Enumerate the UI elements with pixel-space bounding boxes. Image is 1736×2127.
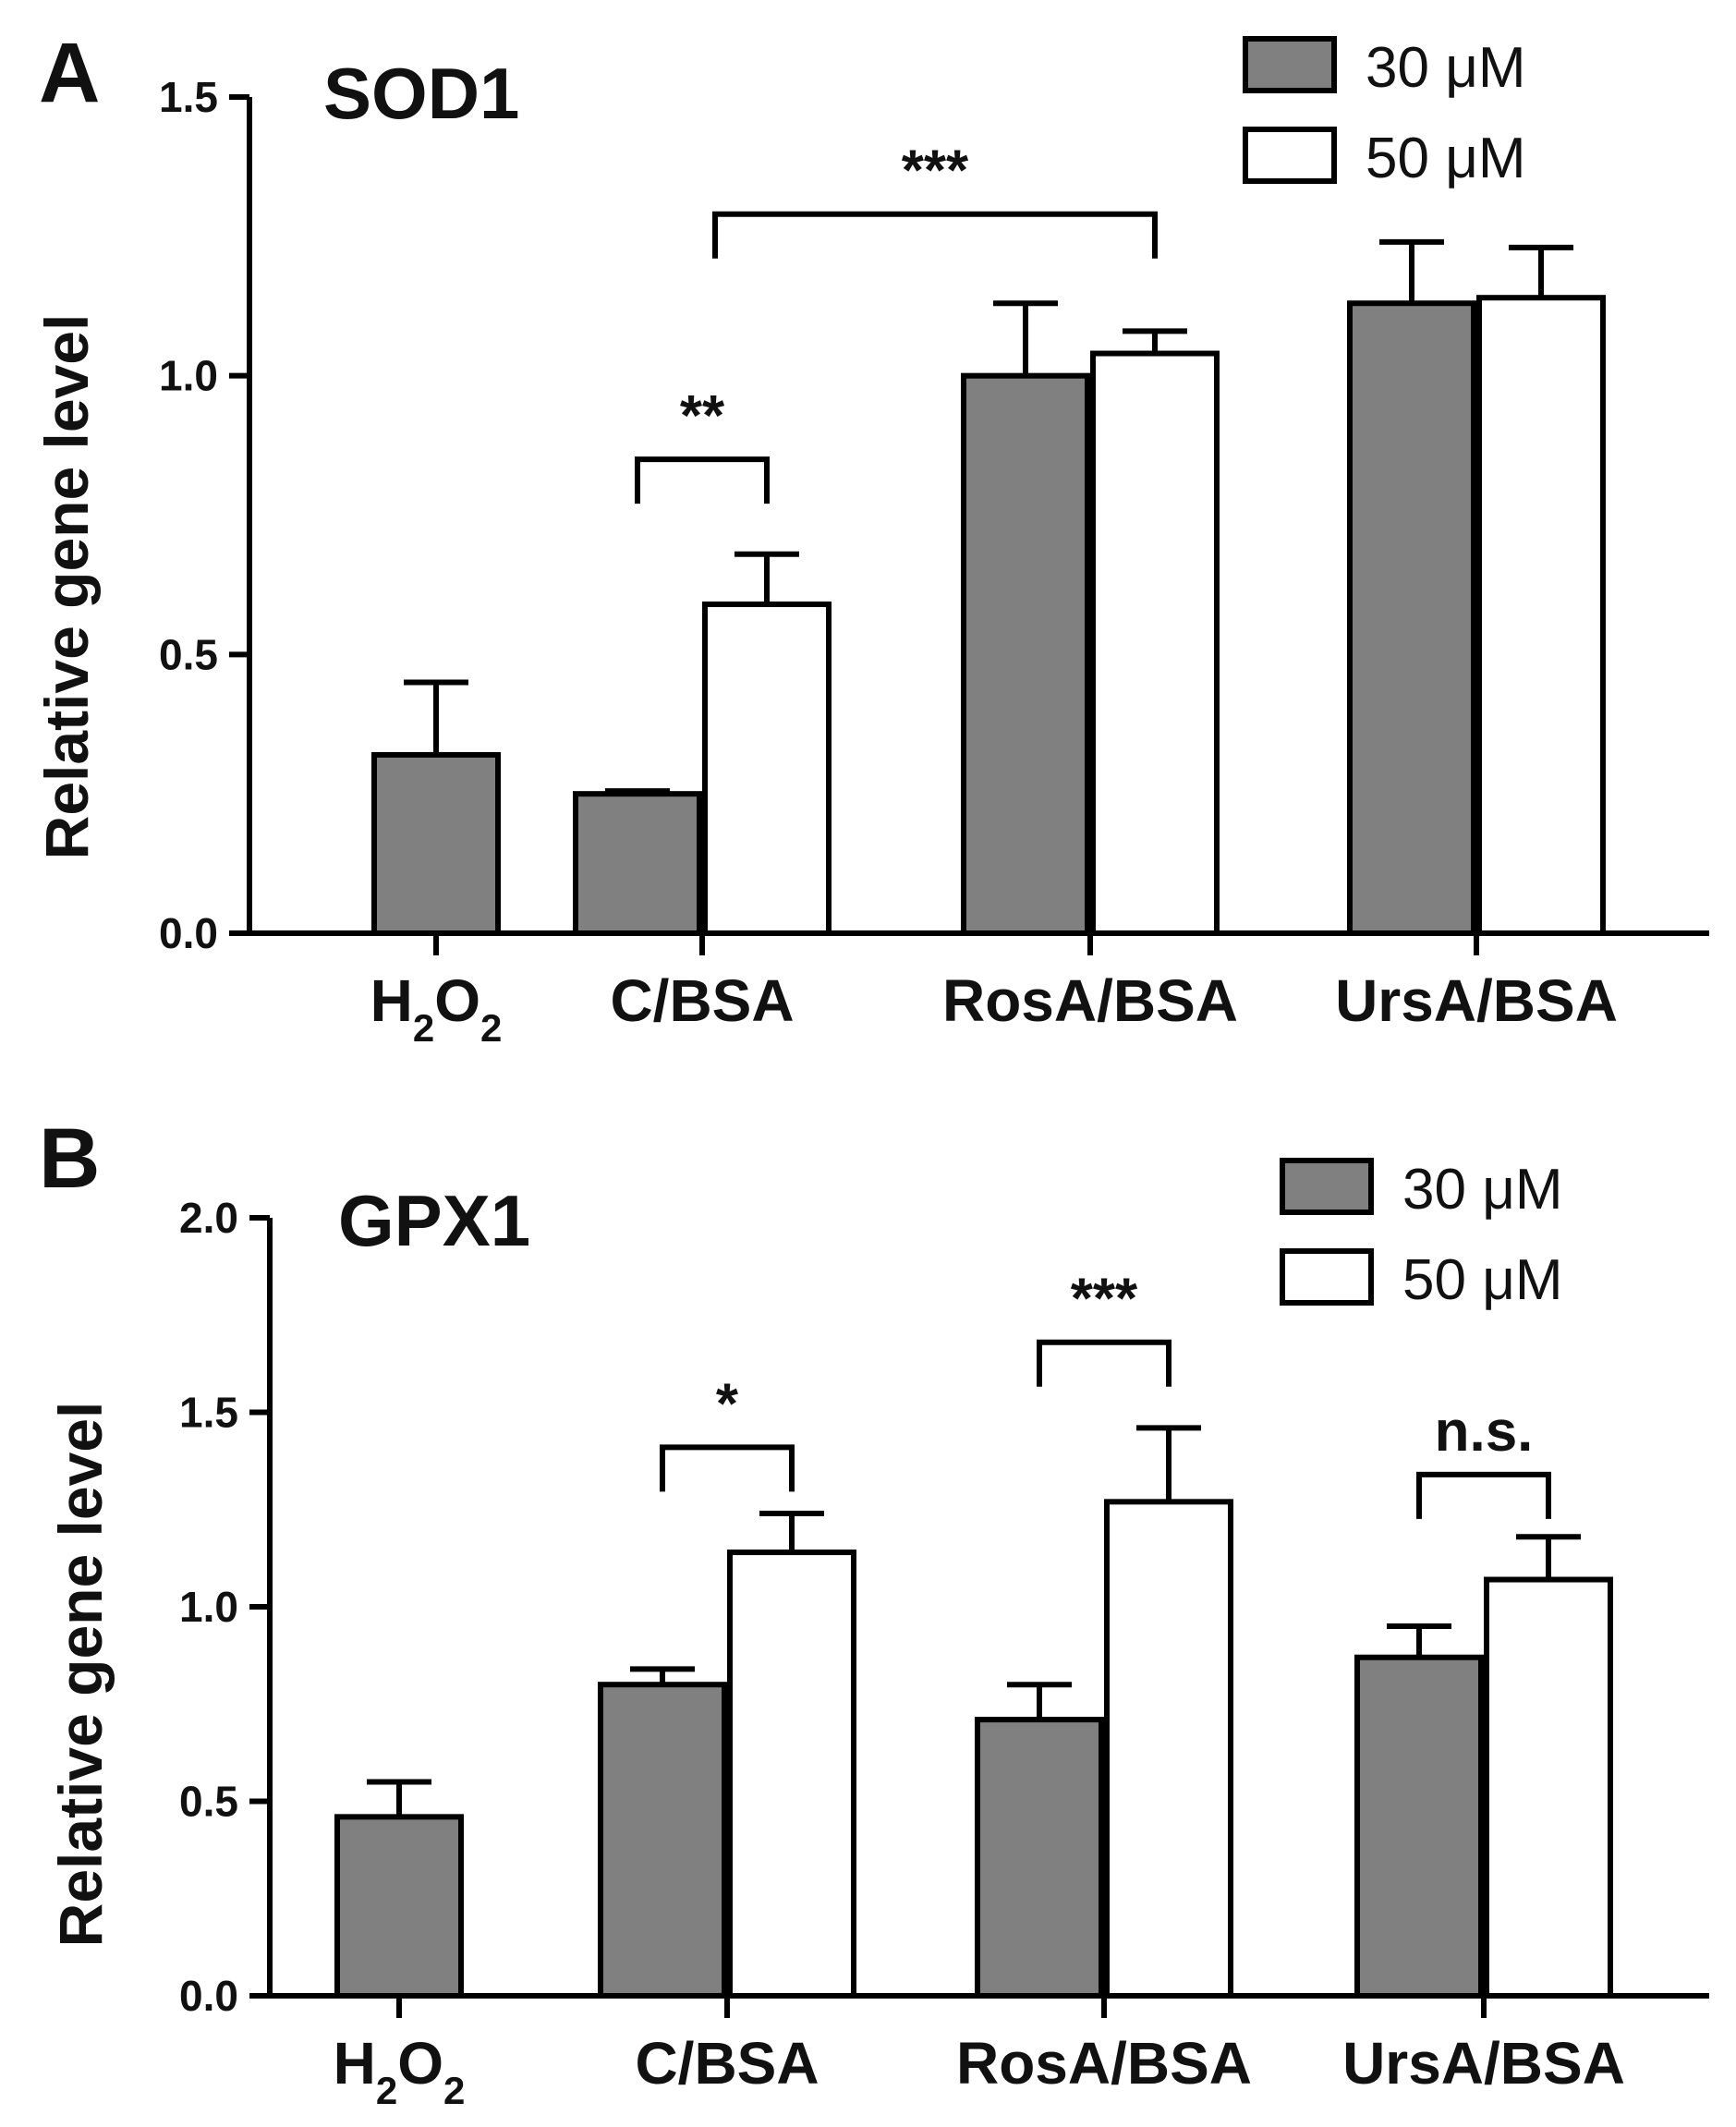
x-category-label: H2O2	[370, 967, 503, 1050]
significance-label: ***	[1071, 1268, 1138, 1331]
legend-swatch-30um	[1280, 1158, 1374, 1215]
significance-bracket	[660, 1444, 795, 1492]
bar-50um	[1476, 295, 1606, 936]
y-axis-label: Relative gene level	[46, 1402, 115, 1948]
plot-area: 0.0 0.5 1.0 1.5 2.0 H2O2 C/BSA RosA/BSA UrsA/BSA…	[179, 1194, 1709, 2112]
significance-bracket	[1416, 1471, 1551, 1519]
chart-title-gpx1: GPX1	[338, 1180, 530, 1261]
legend-label-30um: 30 μM	[1402, 1158, 1563, 1222]
bar-50um	[1104, 1499, 1233, 1999]
bar-50um	[1484, 1576, 1613, 1999]
y-tick-label: 1.5	[179, 1389, 238, 1437]
bar-30um	[598, 1682, 727, 1999]
y-tick-label: 0.5	[179, 1778, 238, 1826]
significance-label: ***	[902, 140, 969, 203]
legend-label-50um: 50 μM	[1402, 1248, 1563, 1312]
panel-a: A SOD1 Relative gene level 30 μM 50 μM 0…	[32, 26, 1709, 1050]
x-category-label: C/BSA	[635, 2030, 819, 2097]
significance-label: *	[716, 1372, 739, 1436]
bar-50um	[702, 602, 832, 936]
significance-bracket	[1037, 1339, 1171, 1387]
y-tick-label: 1.0	[159, 352, 218, 400]
significance-label: n.s.	[1435, 1400, 1534, 1464]
significance-bracket	[712, 211, 1158, 259]
x-category-label: C/BSA	[610, 967, 794, 1034]
y-tick-label: 2.0	[179, 1194, 238, 1242]
legend: 30 μM 50 μM	[1280, 1158, 1563, 1312]
bar-30um	[1347, 300, 1476, 936]
bar-30um	[1354, 1654, 1484, 1999]
panel-letter-a: A	[39, 26, 100, 120]
bar-50um	[727, 1550, 856, 1999]
y-tick-label: 1.5	[159, 73, 218, 121]
legend-label-30um: 30 μM	[1366, 36, 1526, 100]
chart-title-sod1: SOD1	[323, 53, 519, 134]
x-category-label: H2O2	[334, 2030, 466, 2112]
legend: 30 μM 50 μM	[1243, 36, 1526, 190]
y-axis-label: Relative gene level	[32, 314, 101, 860]
bar-30um	[371, 751, 501, 937]
legend-swatch-50um	[1243, 127, 1337, 184]
y-tick-label: 0.0	[179, 1972, 238, 2020]
legend-label-50um: 50 μM	[1366, 127, 1526, 190]
significance-label: **	[680, 384, 725, 448]
x-category-label: UrsA/BSA	[1342, 2030, 1625, 2097]
x-category-label: RosA/BSA	[942, 967, 1238, 1034]
panel-b: B GPX1 Relative gene level 30 μM 50 μM 0…	[39, 1112, 1709, 2112]
y-tick-label: 0.5	[159, 630, 218, 678]
significance-bracket	[635, 456, 770, 504]
bar-30um	[975, 1717, 1104, 1999]
bar-50um	[1090, 350, 1220, 936]
x-category-label: RosA/BSA	[956, 2030, 1252, 2097]
legend-swatch-50um	[1280, 1248, 1374, 1306]
panel-letter-b: B	[39, 1112, 100, 1206]
y-tick-label: 0.0	[159, 909, 218, 957]
x-category-label: UrsA/BSA	[1335, 967, 1618, 1034]
bar-30um	[334, 1814, 464, 1999]
y-tick-label: 1.0	[179, 1583, 238, 1631]
bar-30um	[573, 791, 702, 937]
legend-swatch-30um	[1243, 36, 1337, 93]
bar-30um	[961, 372, 1090, 936]
